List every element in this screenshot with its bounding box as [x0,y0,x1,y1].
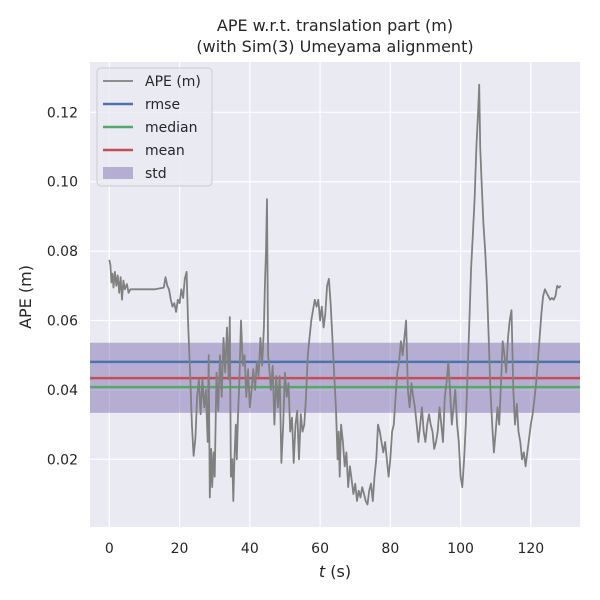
x-tick-label: 60 [311,541,329,557]
x-tick-label: 20 [171,541,189,557]
y-tick-label: 0.06 [47,314,78,330]
x-tick-label: 0 [105,541,114,557]
chart-title-line-2: (with Sim(3) Umeyama alignment) [196,37,473,56]
x-tick-label: 100 [447,541,474,557]
chart-title-line-1: APE w.r.t. translation part (m) [217,16,453,35]
ape-series-line [108,83,562,506]
y-tick-label: 0.08 [47,244,78,260]
y-tick-label: 0.12 [47,105,78,121]
x-axis-label-unit: (s) [325,562,351,581]
x-axis-label-variable: t [319,562,326,581]
y-tick-labels: 0.02 0.04 0.06 0.08 0.10 0.12 [47,105,78,468]
legend-frame [96,67,213,187]
y-tick-label: 0.02 [47,452,78,468]
y-tick-label: 0.04 [47,383,78,399]
x-tick-label: 120 [517,541,544,557]
legend-label: mean [145,143,185,159]
legend-label: rmse [145,97,180,113]
legend-label: median [145,120,197,136]
x-tick-labels: 0 20 40 60 80 100 120 [105,541,544,557]
legend: APE (m) rmse median mean std [96,67,213,187]
x-tick-label: 80 [381,541,399,557]
legend-label: APE (m) [145,74,201,90]
legend-std-swatch [103,167,133,179]
y-tick-label: 0.10 [47,175,78,191]
x-axis-label: t (s) [319,562,351,581]
y-axis-label: APE (m) [16,265,35,329]
legend-label: std [145,166,167,182]
x-tick-label: 40 [241,541,259,557]
